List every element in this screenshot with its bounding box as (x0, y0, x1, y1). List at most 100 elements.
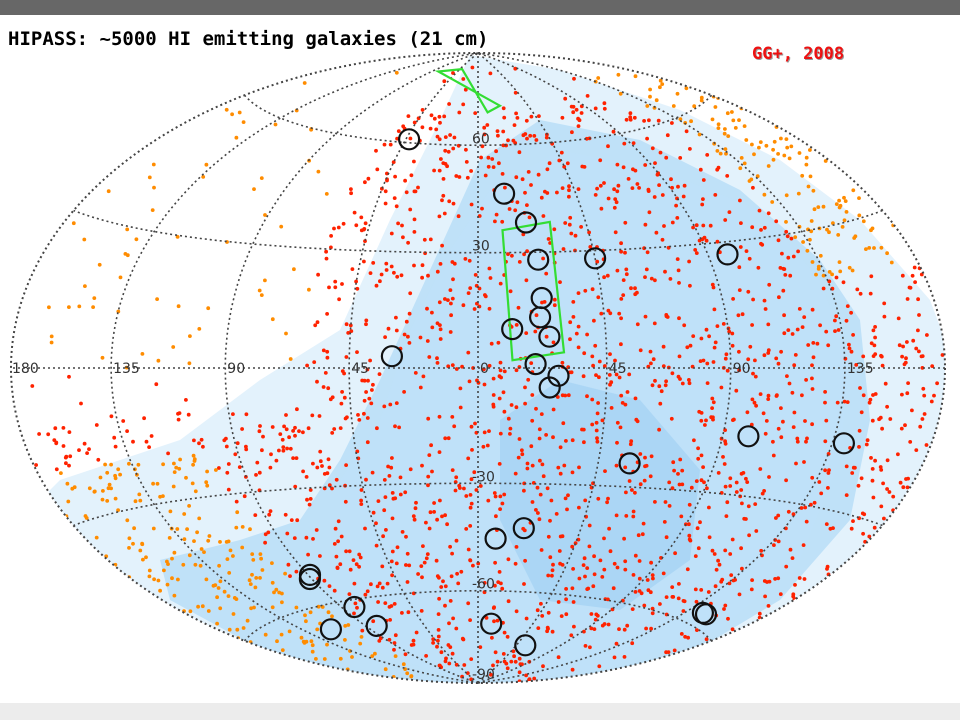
galaxy-point (413, 506, 418, 511)
galaxy-point (87, 447, 91, 451)
galaxy-point (561, 247, 566, 251)
galaxy-point (691, 225, 695, 230)
galaxy-point (922, 412, 927, 416)
galaxy-point (541, 214, 546, 218)
galaxy-point (757, 208, 762, 213)
galaxy-point (473, 421, 477, 426)
galaxy-point (795, 439, 800, 444)
galaxy-point (500, 172, 505, 176)
galaxy-point (590, 354, 595, 359)
galaxy-point (495, 659, 500, 664)
galaxy-point (847, 346, 852, 351)
galaxy-point (489, 341, 494, 346)
galaxy-point (929, 399, 934, 404)
galaxy-point (213, 583, 218, 587)
galaxy-point (728, 476, 733, 481)
galaxy-point (558, 534, 563, 539)
galaxy-point (633, 590, 638, 594)
galaxy-point (781, 419, 785, 424)
galaxy-point (600, 623, 605, 628)
galaxy-point (723, 548, 728, 553)
galaxy-point (814, 272, 818, 277)
galaxy-point (687, 381, 692, 386)
galaxy-point (844, 318, 849, 323)
galaxy-point (181, 562, 186, 567)
galaxy-point (842, 399, 847, 404)
galaxy-point (448, 645, 453, 649)
galaxy-point (408, 207, 413, 212)
galaxy-point (649, 626, 653, 631)
galaxy-point (435, 361, 440, 365)
galaxy-point (517, 656, 522, 661)
galaxy-point (310, 413, 315, 418)
galaxy-point (348, 567, 353, 572)
galaxy-point (364, 322, 368, 327)
galaxy-point (540, 614, 545, 618)
galaxy-point (740, 312, 745, 317)
galaxy-point (125, 253, 130, 258)
galaxy-point (753, 374, 758, 379)
galaxy-point (570, 470, 575, 475)
galaxy-point (199, 437, 204, 442)
galaxy-point (744, 138, 749, 142)
galaxy-point (140, 541, 145, 546)
galaxy-point (257, 470, 262, 475)
galaxy-point (837, 205, 842, 210)
galaxy-point (156, 358, 161, 363)
galaxy-point (567, 222, 572, 227)
galaxy-point (322, 578, 327, 583)
galaxy-point (707, 505, 711, 510)
galaxy-point (788, 273, 793, 278)
galaxy-point (834, 275, 839, 280)
galaxy-point (669, 177, 673, 182)
galaxy-point (623, 465, 628, 470)
galaxy-point (359, 488, 364, 492)
galaxy-point (513, 66, 518, 71)
galaxy-point (760, 491, 765, 496)
galaxy-point (448, 133, 452, 137)
galaxy-point (457, 110, 462, 115)
galaxy-point (349, 187, 353, 192)
galaxy-point (642, 478, 647, 483)
galaxy-point (705, 361, 710, 366)
galaxy-point (461, 102, 466, 107)
galaxy-point (493, 494, 498, 499)
galaxy-point (362, 411, 366, 416)
galaxy-point (619, 297, 624, 301)
galaxy-point (407, 341, 412, 345)
galaxy-point (783, 273, 788, 277)
galaxy-point (182, 512, 187, 516)
galaxy-point (702, 480, 706, 485)
galaxy-point (353, 601, 358, 606)
galaxy-point (385, 581, 390, 586)
galaxy-point (612, 655, 617, 660)
galaxy-point (451, 201, 456, 206)
galaxy-point (197, 327, 202, 331)
galaxy-point (402, 390, 406, 394)
galaxy-point (172, 470, 177, 474)
galaxy-point (450, 651, 455, 656)
galaxy-point (379, 272, 384, 277)
galaxy-point (539, 601, 543, 606)
galaxy-point (306, 426, 311, 431)
galaxy-point (369, 401, 374, 406)
galaxy-point (514, 405, 519, 410)
galaxy-point (253, 585, 258, 590)
galaxy-point (151, 162, 156, 167)
galaxy-point (380, 564, 385, 569)
galaxy-point (349, 329, 354, 333)
galaxy-point (550, 573, 554, 578)
galaxy-point (594, 612, 599, 617)
galaxy-point (487, 429, 491, 433)
galaxy-point (530, 418, 535, 423)
galaxy-point (513, 208, 518, 213)
galaxy-point (233, 452, 238, 457)
galaxy-point (810, 260, 815, 264)
galaxy-point (109, 414, 114, 419)
galaxy-point (721, 455, 725, 459)
galaxy-point (227, 627, 232, 632)
galaxy-point (716, 471, 721, 475)
galaxy-point (370, 388, 374, 392)
galaxy-point (566, 493, 570, 498)
